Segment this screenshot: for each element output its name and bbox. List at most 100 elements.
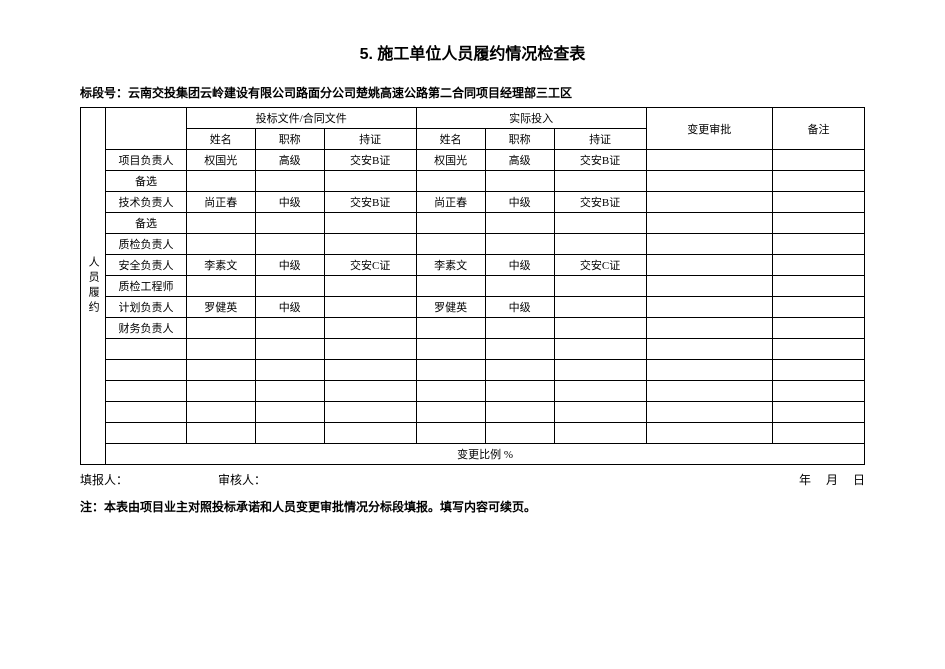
cell xyxy=(485,423,554,444)
cell xyxy=(646,381,772,402)
cell xyxy=(485,339,554,360)
role-cell xyxy=(106,381,186,402)
cell xyxy=(554,402,646,423)
cell xyxy=(485,381,554,402)
cell xyxy=(646,297,772,318)
cell: 李素文 xyxy=(416,255,485,276)
cell xyxy=(416,213,485,234)
signature-row: 填报人： 审核人： 年 月 日 xyxy=(80,471,865,488)
cell xyxy=(485,318,554,339)
cell xyxy=(646,276,772,297)
cell xyxy=(416,402,485,423)
reporter-label: 填报人： xyxy=(80,471,128,488)
ratio-row: 变更比例 % xyxy=(81,444,865,465)
cell: 罗健英 xyxy=(186,297,255,318)
cell: 交安B证 xyxy=(324,192,416,213)
cell xyxy=(554,213,646,234)
table-row: 质检工程师 xyxy=(81,276,865,297)
cell xyxy=(255,171,324,192)
cell xyxy=(255,360,324,381)
cell: 中级 xyxy=(485,297,554,318)
table-row: 项目负责人 权国光 高级 交安B证 权国光 高级 交安B证 xyxy=(81,150,865,171)
cell xyxy=(186,360,255,381)
header-actual: 实际投入 xyxy=(416,108,646,129)
cell xyxy=(416,171,485,192)
cell xyxy=(324,297,416,318)
cell: 交安B证 xyxy=(554,150,646,171)
cell xyxy=(324,402,416,423)
cell xyxy=(324,171,416,192)
cell xyxy=(324,213,416,234)
header-remark: 备注 xyxy=(772,108,864,150)
table-row: 备选 xyxy=(81,213,865,234)
header-bid-cert: 持证 xyxy=(324,129,416,150)
cell xyxy=(186,171,255,192)
cell: 交安C证 xyxy=(324,255,416,276)
table-row xyxy=(81,402,865,423)
cell xyxy=(255,402,324,423)
table-row: 计划负责人 罗健英 中级 罗健英 中级 xyxy=(81,297,865,318)
cell xyxy=(416,339,485,360)
role-cell: 项目负责人 xyxy=(106,150,186,171)
cell xyxy=(646,360,772,381)
cell: 中级 xyxy=(255,192,324,213)
cell xyxy=(186,234,255,255)
header-actual-cert: 持证 xyxy=(554,129,646,150)
cell xyxy=(772,360,864,381)
date-line: 年 月 日 xyxy=(799,471,865,488)
role-cell xyxy=(106,423,186,444)
cell xyxy=(255,339,324,360)
cell xyxy=(485,171,554,192)
role-cell: 安全负责人 xyxy=(106,255,186,276)
cell xyxy=(554,297,646,318)
cell: 尚正春 xyxy=(416,192,485,213)
day-label: 日 xyxy=(853,473,865,487)
cell xyxy=(186,213,255,234)
cell xyxy=(646,213,772,234)
cell: 高级 xyxy=(255,150,324,171)
cell xyxy=(485,213,554,234)
contract-line: 标段号：云南交投集团云岭建设有限公司路面分公司楚姚高速公路第二合同项目经理部三工… xyxy=(80,84,865,101)
cell xyxy=(646,234,772,255)
cell xyxy=(554,339,646,360)
cell xyxy=(255,381,324,402)
table-row xyxy=(81,381,865,402)
cell xyxy=(186,318,255,339)
cell: 李素文 xyxy=(186,255,255,276)
page-title: 5. 施工单位人员履约情况检查表 xyxy=(80,40,865,64)
side-label: 人员履约 xyxy=(81,108,106,465)
table-row: 备选 xyxy=(81,171,865,192)
header-actual-title: 职称 xyxy=(485,129,554,150)
main-table: 人员履约 投标文件/合同文件 实际投入 变更审批 备注 姓名 职称 持证 姓名 … xyxy=(80,107,865,465)
role-cell: 质检工程师 xyxy=(106,276,186,297)
role-cell xyxy=(106,360,186,381)
table-row: 财务负责人 xyxy=(81,318,865,339)
table-row: 安全负责人 李素文 中级 交安C证 李素文 中级 交安C证 xyxy=(81,255,865,276)
cell: 尚正春 xyxy=(186,192,255,213)
cell xyxy=(554,234,646,255)
cell xyxy=(186,276,255,297)
role-cell: 质检负责人 xyxy=(106,234,186,255)
cell xyxy=(255,213,324,234)
role-cell: 备选 xyxy=(106,171,186,192)
cell: 中级 xyxy=(255,297,324,318)
cell xyxy=(485,234,554,255)
cell: 交安C证 xyxy=(554,255,646,276)
cell xyxy=(772,234,864,255)
cell xyxy=(416,276,485,297)
cell xyxy=(186,339,255,360)
cell: 交安B证 xyxy=(324,150,416,171)
cell xyxy=(772,339,864,360)
cell xyxy=(324,318,416,339)
cell: 权国光 xyxy=(416,150,485,171)
cell xyxy=(554,360,646,381)
month-label: 月 xyxy=(826,473,838,487)
cell xyxy=(485,402,554,423)
cell: 罗健英 xyxy=(416,297,485,318)
cell xyxy=(772,297,864,318)
cell xyxy=(485,276,554,297)
cell xyxy=(255,423,324,444)
role-cell xyxy=(106,339,186,360)
cell xyxy=(255,276,324,297)
cell xyxy=(554,318,646,339)
